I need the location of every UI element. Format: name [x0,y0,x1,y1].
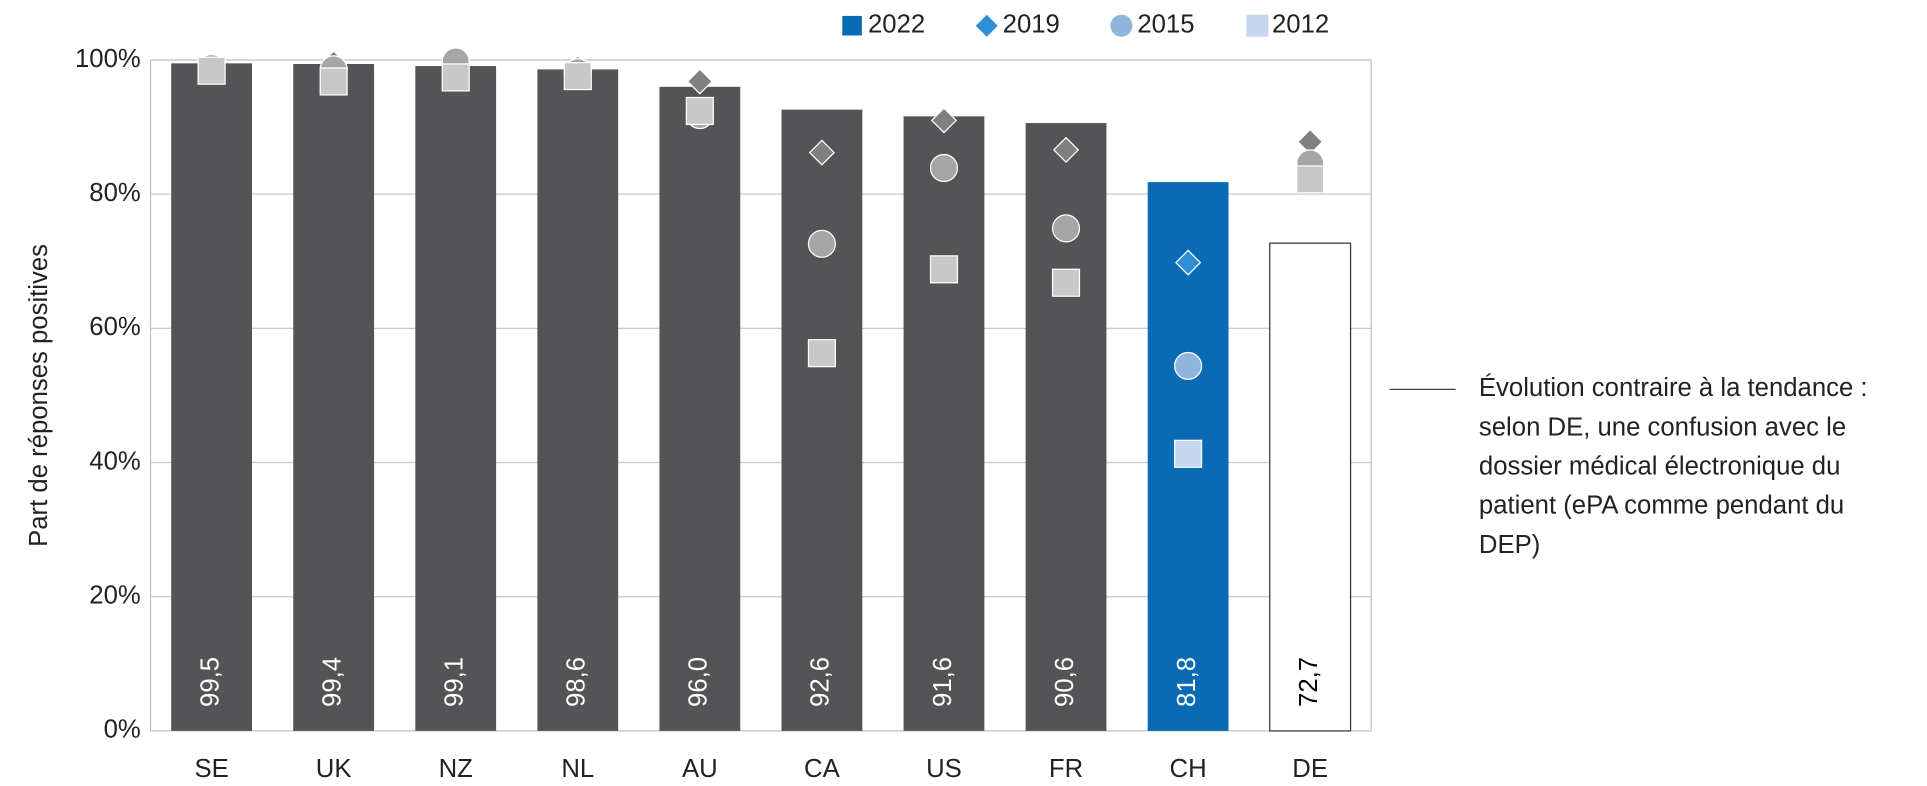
point [1051,268,1081,297]
y-tick-label: 20% [89,582,140,610]
x-tick-label: DE [1292,755,1328,783]
value-label: 99,1 [441,657,469,707]
bar [415,66,497,731]
value-label: 96,0 [685,657,713,707]
value-label: 72,7 [1295,657,1323,707]
x-tick-label: SE [194,755,228,783]
x-tick-label: US [926,755,962,783]
bar [781,109,863,731]
bar [1025,123,1107,731]
point [197,56,226,85]
bar [1269,242,1352,732]
point [1052,136,1080,164]
bar [293,64,375,731]
x-tick-label: NZ [439,755,473,783]
point [1051,214,1081,243]
point [441,63,470,92]
x-tick-label: CH [1170,755,1207,783]
value-label: 91,6 [929,657,957,707]
point [930,107,958,134]
point [807,229,836,258]
bar [903,116,985,731]
point [686,68,713,95]
annotation: DEP) [1479,531,1540,559]
legend-label: 2019 [1003,11,1060,39]
annotation: selon DE, une confusion avec le [1479,413,1846,441]
point [808,139,836,166]
legend-label: 2012 [1272,11,1329,39]
point [807,339,836,368]
point [319,67,348,96]
legend-marker [975,14,998,37]
point [929,153,959,183]
y-axis-label: Part de réponses positives [25,244,53,547]
point [685,96,714,126]
legend-label: 2015 [1137,11,1194,39]
point [1296,165,1325,194]
x-tick-label: NL [561,755,594,783]
legend-marker [1110,14,1133,37]
x-tick-label: AU [682,755,718,783]
point [1174,439,1203,468]
x-tick-label: UK [316,755,352,783]
legend-marker [1246,14,1269,37]
point [1174,249,1202,276]
value-label: 99,4 [318,657,346,707]
value-label: 81,8 [1173,657,1201,707]
y-tick-label: 80% [89,179,140,207]
legend-marker [842,15,862,36]
annotation: Évolution contraire à la tendance : [1479,373,1868,402]
point [929,255,959,284]
y-tick-label: 0% [104,716,141,744]
point [563,62,592,91]
y-tick-label: 100% [75,45,141,73]
bar [171,63,252,731]
x-tick-label: CA [804,755,841,783]
legend-label: 2022 [868,11,925,39]
bar [537,69,619,731]
point [1174,351,1203,381]
value-label: 99,5 [196,657,224,707]
value-label: 90,6 [1051,657,1079,707]
y-tick-label: 40% [89,447,140,475]
bar [659,86,741,731]
y-tick-label: 60% [89,313,140,341]
value-label: 98,6 [563,657,591,707]
annotation: patient (ePA comme pendant du [1479,492,1844,520]
value-label: 92,6 [807,657,835,707]
annotation: dossier médical électronique du [1479,452,1840,480]
x-tick-label: FR [1049,755,1083,783]
